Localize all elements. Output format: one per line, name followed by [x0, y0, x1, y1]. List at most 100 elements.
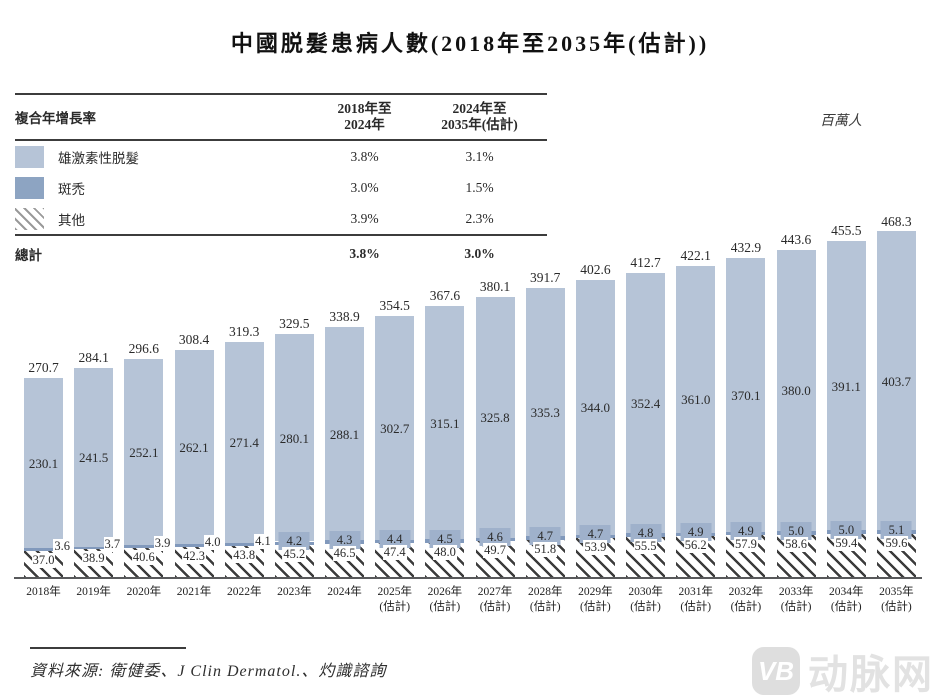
legend-swatch-androgenetic [15, 145, 44, 168]
other-value-label: 58.6 [784, 536, 809, 552]
alopecia-value-label: 3.6 [53, 538, 71, 554]
total-value-label: 468.3 [881, 213, 912, 229]
bar-group-2035年(估計): 468.3 403.7 5.1 59.6 [876, 214, 916, 578]
x-axis-label-2029年(估計): 2029年 (估計) [578, 586, 613, 613]
x-axis-labels: 2018年 2019年 2020年 2021年 2022年 2023年 2024年 2025年… [24, 585, 916, 614]
bar-group-2029年(估計): 402.6 344.0 4.7 53.9 [575, 231, 615, 578]
total-value-label: 338.9 [329, 309, 360, 325]
alopecia-value-label: 5.1 [880, 520, 912, 539]
segment-androgenetic [24, 377, 63, 548]
watermark: VB 动脉网 [752, 642, 934, 696]
total-value-label: 270.7 [28, 359, 59, 375]
alopecia-value-label: 4.1 [254, 533, 272, 549]
x-axis-label-2033年(估計): 2033年 (估計) [778, 586, 814, 613]
alopecia-value-label: 4.6 [479, 528, 511, 547]
cagr-table: 複合年增長率 2018年至 2024年 2024年至 2035年(估計) 雄激素… [15, 93, 547, 268]
bar-group-2027年(估計): 380.1 325.8 4.6 49.7 [475, 231, 515, 578]
segment-androgenetic [124, 358, 164, 546]
x-axis-label-2021年: 2021年 [176, 586, 212, 598]
total-value-label: 284.1 [78, 349, 109, 365]
bar-group-2018年: 270.7 230.1 3.6 37.0 [24, 231, 71, 578]
other-value-label: 40.6 [131, 550, 156, 565]
androgenetic-value-label: 380.0 [781, 383, 811, 399]
alopecia-value-label: 4.9 [680, 523, 712, 542]
segment-alopecia-areata [224, 542, 264, 546]
alopecia-value-label: 4.2 [278, 531, 310, 550]
segment-androgenetic [876, 231, 916, 531]
androgenetic-value-label: 288.1 [329, 426, 360, 442]
bar-group-2032年(估計): 432.9 370.1 4.9 57.9 [726, 231, 766, 578]
segment-androgenetic [325, 327, 365, 541]
total-value-label: 391.7 [530, 270, 561, 286]
segment-other [776, 534, 816, 578]
legend-label-other: 其他 [58, 212, 85, 228]
table-col1-header: 2018年至 2024年 [337, 101, 392, 132]
x-axis-label-2034年(估計): 2034年 (估計) [829, 586, 864, 613]
total-value-label: 380.1 [479, 278, 511, 294]
other-value-label: 37.0 [31, 552, 56, 568]
segment-alopecia-areata [124, 545, 164, 548]
table-header-row: 複合年增長率 2018年至 2024年 2024年至 2035年(估計) [15, 95, 547, 139]
x-axis-label-2018年: 2018年 [26, 586, 61, 598]
alopecia-value-label: 4.7 [579, 525, 611, 544]
x-axis-label-2028年(估計): 2028年 (估計) [527, 586, 563, 613]
table-col2-header: 2024年至 2035年(估計) [441, 101, 518, 132]
segment-androgenetic [575, 280, 615, 535]
total-value-label: 354.5 [379, 297, 410, 313]
segment-alopecia-areata [174, 543, 214, 547]
other-value-label: 56.2 [683, 538, 708, 554]
segment-androgenetic [224, 341, 264, 543]
cagr-total-2024-2035: 3.0% [464, 246, 495, 261]
bar-group-2033年(估計): 443.6 380.0 5.0 58.6 [776, 231, 816, 578]
x-axis-label-2030年(估計): 2030年 (估計) [628, 586, 663, 613]
androgenetic-value-label: 391.1 [831, 378, 861, 394]
androgenetic-value-label: 344.0 [580, 400, 611, 416]
alopecia-value-label: 4.9 [730, 522, 762, 541]
watermark-name: 动脉网 [808, 653, 934, 696]
total-value-label: 319.3 [229, 323, 260, 339]
other-value-label: 47.4 [382, 544, 407, 560]
androgenetic-value-label: 352.4 [630, 396, 661, 411]
androgenetic-value-label: 271.4 [229, 435, 259, 451]
segment-androgenetic [826, 240, 866, 531]
legend-row-alopecia-areata: 斑禿 3.0% 1.5% [15, 172, 547, 203]
bar-group-2025年(估計): 354.5 302.7 4.4 47.4 [375, 231, 415, 578]
table-rule-total [15, 234, 547, 236]
other-value-label: 49.7 [483, 543, 507, 559]
legend-swatch-other [15, 207, 44, 230]
x-axis-label-2026年(估計): 2026年 (估計) [427, 586, 463, 613]
alopecia-value-label: 4.5 [429, 529, 461, 548]
segment-androgenetic [425, 306, 465, 540]
x-axis-baseline [14, 577, 922, 579]
other-value-label: 46.5 [332, 545, 357, 561]
other-value-label: 43.8 [232, 547, 257, 563]
total-value-label: 422.1 [680, 247, 711, 263]
segment-alopecia-areata [74, 546, 114, 550]
legend-label-androgenetic: 雄激素性脱髮 [58, 150, 139, 166]
page-title: 中國脱髮患病人數(2018年至2035年(估計)) [230, 31, 710, 56]
cagr-other-2024-2035: 2.3% [465, 210, 494, 226]
segment-androgenetic [375, 315, 415, 540]
x-axis-label-2022年: 2022年 [226, 586, 262, 598]
segment-androgenetic [676, 265, 716, 533]
total-value-label: 308.4 [178, 331, 210, 347]
androgenetic-value-label: 280.1 [279, 430, 309, 446]
legend-row-other: 其他 3.9% 2.3% [15, 203, 547, 234]
bar-group-2028年(估計): 391.7 335.3 4.7 51.8 [525, 231, 565, 578]
androgenetic-value-label: 325.8 [480, 410, 510, 426]
bar-group-2022年: 319.3 271.4 4.1 43.8 [224, 231, 272, 578]
bar-chart: 270.7 230.1 3.6 37.0 284.1 241.5 3.7 38.9 296.6 2… [24, 214, 916, 578]
segment-androgenetic [525, 288, 565, 537]
y-axis-unit-label: 百萬人 [820, 114, 862, 129]
alopecia-value-label: 4.0 [203, 534, 222, 550]
bar-group-2031年(估計): 422.1 361.0 4.9 56.2 [676, 231, 716, 578]
vb-logo-icon: VB [752, 647, 800, 695]
androgenetic-value-label: 315.1 [430, 415, 460, 431]
segment-androgenetic [475, 296, 515, 538]
androgenetic-value-label: 403.7 [881, 373, 912, 389]
x-axis-label-2035年(估計): 2035年 (估計) [879, 586, 914, 613]
alopecia-value-label: 5.0 [830, 521, 862, 539]
table-total-row: 總計 3.8% 3.0% [15, 236, 547, 268]
segment-androgenetic [726, 257, 766, 532]
